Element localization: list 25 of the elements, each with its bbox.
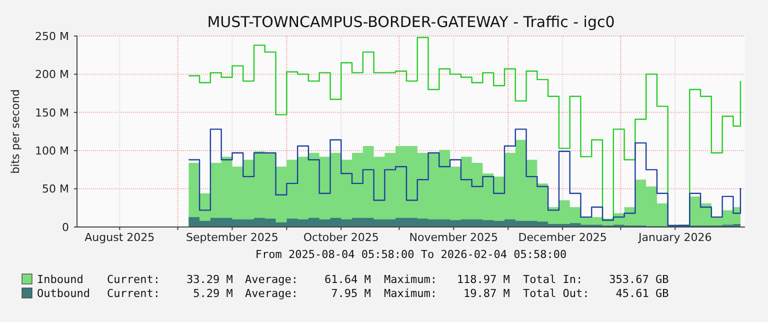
text: Current: 33.29 M [107,273,234,286]
x-tick-label: December 2025 [518,231,607,244]
y-tick-label: 50 M [42,182,69,196]
text: From 2025-08-04 05:58:00 To 2026-02-04 05:58:00 [255,248,567,261]
y-axis-title: bits per second [9,89,22,174]
y-tick-label: 0 [62,220,69,234]
text: Maximum: 118.97 M [384,273,510,286]
y-tick-label: 250 M [35,30,69,43]
legend-label: Outbound [37,287,90,300]
text: Total In: 353.67 GB [523,273,670,286]
x-tick-label: October 2025 [303,231,379,244]
y-tick-label: 200 M [35,68,69,82]
x-tick-label: November 2025 [409,231,498,244]
x-tick-label: January 2026 [638,231,712,244]
text: Maximum: 19.87 M [384,287,510,300]
x-tick-label: August 2025 [84,231,155,244]
y-tick-label: 100 M [35,144,69,158]
text: Current: 5.29 M [107,287,234,300]
text: Average: 61.64 M [245,273,372,286]
y-tick-label: 150 M [35,106,69,120]
legend-label: Inbound [37,273,84,286]
text: Total Out: 45.61 GB [523,287,670,300]
chart-title: MUST-TOWNCAMPUS-BORDER-GATEWAY - Traffic - igc0 [207,13,615,31]
text: Average: 7.95 M [245,287,372,300]
x-tick-label: September 2025 [186,231,278,244]
